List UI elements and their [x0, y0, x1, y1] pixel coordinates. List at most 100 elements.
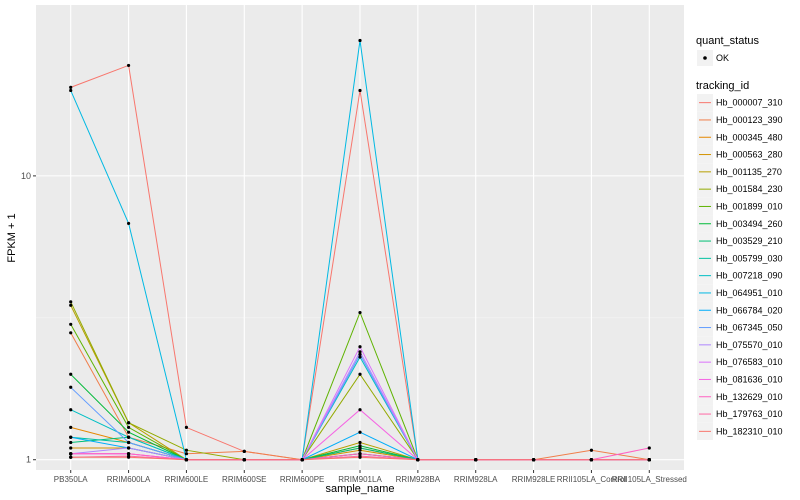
legend-quant-point: [703, 56, 707, 60]
legend-quant-title: quant_status: [696, 35, 759, 47]
x-tick-label: RRIM901LA: [338, 475, 382, 484]
x-axis-ticks: PB350LA RRIM600LA RRIM600LE RRIM600SE RRIM60…: [54, 470, 687, 484]
data-point: [126, 435, 131, 439]
legend-tracking-entries: Hb_000007_310 Hb_000123_390 Hb_000345_480 H…: [697, 94, 783, 440]
data-point: [126, 440, 131, 445]
data-point: [69, 300, 73, 304]
y-axis-ticks: 1 10: [21, 171, 36, 465]
x-tick-label: RRIM600SE: [222, 475, 266, 484]
legend-label: Hb_007218_090: [716, 271, 783, 281]
y-tick-label: 1: [26, 455, 31, 465]
legend-quant-label: OK: [716, 53, 729, 63]
data-point: [184, 448, 189, 452]
data-point: [69, 322, 73, 326]
legend-label: Hb_000345_480: [716, 132, 783, 142]
legend-label: Hb_066784_020: [716, 305, 783, 315]
data-point: [531, 458, 536, 462]
data-point: [589, 458, 594, 462]
data-point: [589, 448, 594, 452]
x-axis-title: sample_name: [325, 483, 394, 495]
data-point: [69, 385, 73, 389]
data-point: [126, 63, 131, 68]
data-point: [69, 303, 73, 307]
legend-label: Hb_001135_270: [716, 167, 782, 177]
data-point: [69, 425, 73, 429]
data-point: [69, 85, 73, 89]
data-point: [184, 458, 189, 462]
legend-label: Hb_067345_050: [716, 323, 783, 333]
x-tick-label: RRIM928BA: [396, 475, 441, 484]
legend-label: Hb_064951_010: [716, 288, 783, 298]
data-point: [474, 458, 478, 462]
data-point: [126, 221, 131, 226]
data-point: [126, 430, 131, 434]
data-point: [358, 430, 362, 434]
data-point: [358, 355, 362, 359]
legend-label: Hb_179763_010: [716, 409, 783, 419]
data-point: [69, 440, 73, 445]
x-tick-label: RRIM928LE: [512, 475, 556, 484]
data-point: [69, 455, 73, 459]
x-tick-label: RRIM600PE: [280, 475, 324, 484]
data-point: [242, 458, 246, 462]
legend-label: Hb_003494_260: [716, 219, 783, 229]
data-point: [126, 455, 131, 459]
y-axis-title: FPKM + 1: [6, 213, 18, 262]
legend-tracking-title: tracking_id: [696, 80, 749, 92]
data-point: [358, 408, 362, 412]
x-tick-label: RRIM600LE: [165, 475, 209, 484]
y-tick-label: 10: [21, 171, 31, 181]
legend-label: Hb_132629_010: [716, 392, 783, 402]
x-tick-label: PB350LA: [54, 475, 88, 484]
data-point: [358, 446, 362, 450]
legend-label: Hb_001899_010: [716, 201, 783, 211]
data-point: [69, 435, 73, 439]
legend-label: Hb_000007_310: [716, 98, 783, 108]
x-tick-label: RRIM928LA: [454, 475, 498, 484]
x-tick-label: RRII105LA_Stressed: [612, 475, 687, 484]
series-points: [69, 38, 651, 462]
legend-label: Hb_075570_010: [716, 340, 783, 350]
data-point: [358, 440, 362, 445]
legend-label: Hb_003529_210: [716, 236, 783, 246]
data-point: [647, 446, 651, 450]
data-point: [69, 331, 73, 335]
legend-label: Hb_000563_280: [716, 150, 783, 160]
data-point: [358, 350, 362, 354]
data-point: [358, 352, 362, 356]
data-point: [358, 88, 362, 93]
grid-major: [36, 5, 684, 470]
data-point: [184, 425, 189, 429]
data-point: [300, 458, 304, 462]
legend-label: Hb_182310_010: [716, 426, 783, 436]
data-point: [126, 446, 131, 450]
data-point: [69, 372, 73, 376]
data-point: [358, 448, 362, 452]
data-point: [358, 38, 362, 43]
data-point: [358, 452, 362, 456]
legend-label: Hb_076583_010: [716, 357, 783, 367]
data-point: [69, 452, 73, 456]
data-point: [69, 446, 73, 450]
legend-label: Hb_000123_390: [716, 115, 783, 125]
data-point: [647, 458, 651, 462]
legend-label: Hb_081636_010: [716, 374, 783, 384]
data-point: [126, 452, 131, 456]
data-point: [126, 421, 131, 425]
data-point: [358, 455, 362, 459]
data-point: [184, 452, 189, 456]
legend-label: Hb_001584_230: [716, 184, 783, 194]
data-point: [358, 372, 362, 376]
legend-label: Hb_005799_030: [716, 253, 783, 263]
data-point: [69, 88, 73, 93]
legend: quant_status OK tracking_id Hb_000007_31…: [696, 35, 783, 440]
data-point: [358, 444, 362, 448]
data-point: [416, 458, 420, 462]
data-point: [126, 425, 131, 429]
data-point: [358, 310, 362, 315]
data-point: [358, 345, 362, 349]
x-tick-label: RRIM600LA: [107, 475, 151, 484]
x-tick-label: RRII105LA_Control: [557, 475, 627, 484]
data-point: [242, 449, 246, 453]
